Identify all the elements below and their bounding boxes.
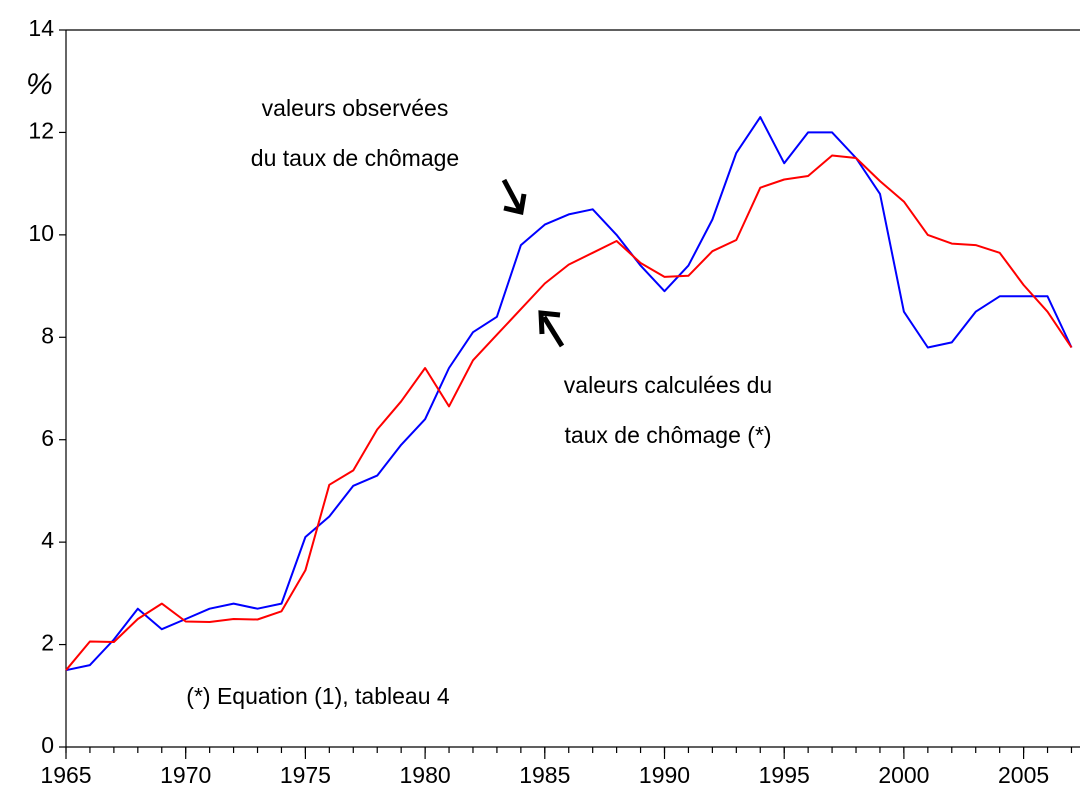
x-tick-label: 1975 — [280, 762, 331, 788]
annotation: du taux de chômage — [251, 145, 459, 171]
y-tick-label: 10 — [28, 220, 54, 246]
y-tick-label: 8 — [41, 322, 54, 348]
y-tick-label: 0 — [41, 732, 54, 758]
x-tick-label: 2000 — [878, 762, 929, 788]
x-tick-label: 1965 — [40, 762, 91, 788]
y-tick-label: 2 — [41, 630, 54, 656]
x-tick-label: 1995 — [759, 762, 810, 788]
arrow — [501, 178, 527, 216]
x-tick-label: 1980 — [400, 762, 451, 788]
x-tick-label: 1970 — [160, 762, 211, 788]
x-tick-label: 1985 — [519, 762, 570, 788]
x-tick-label: 1990 — [639, 762, 690, 788]
series-line — [65, 116, 1073, 672]
annotation: taux de chômage (*) — [564, 422, 771, 448]
y-axis-label: % — [26, 68, 53, 101]
y-tick-label: 6 — [41, 425, 54, 451]
x-tick-label: 2005 — [998, 762, 1049, 788]
annotation: valeurs calculées du — [564, 372, 772, 398]
y-tick-label: 4 — [41, 527, 54, 553]
annotation: valeurs observées — [262, 95, 449, 121]
y-tick-label: 14 — [28, 15, 54, 41]
y-tick-label: 12 — [28, 118, 54, 144]
series-line — [65, 154, 1073, 671]
annotation: (*) Equation (1), tableau 4 — [186, 683, 450, 709]
arrow — [538, 310, 565, 348]
